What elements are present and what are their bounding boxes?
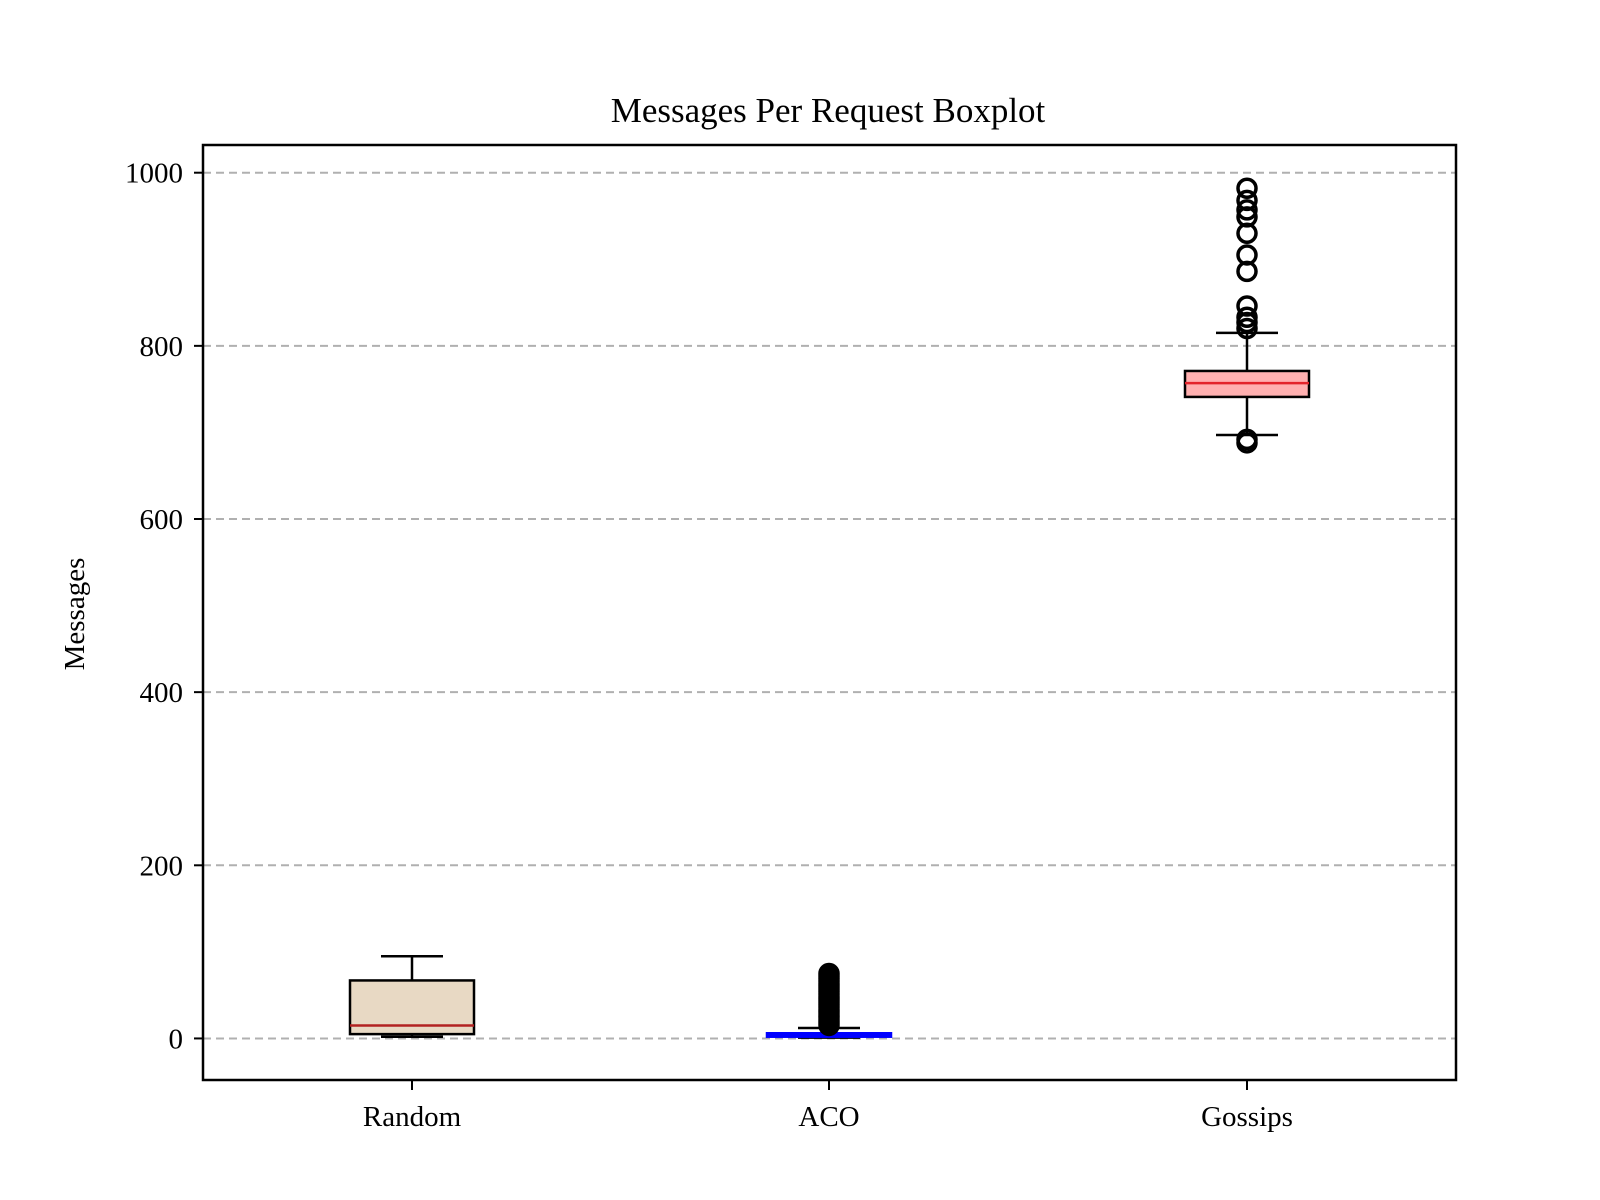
y-axis-ticks: 0 200 400 600 800 1000 bbox=[125, 158, 203, 1055]
box-series bbox=[348, 177, 1311, 1039]
y-tick-label: 400 bbox=[140, 677, 184, 709]
outlier-point bbox=[1236, 199, 1258, 221]
box-group-aco bbox=[765, 962, 893, 1039]
y-tick-label: 800 bbox=[140, 331, 184, 363]
grid-lines bbox=[203, 171, 1456, 1040]
y-tick-label: 600 bbox=[140, 504, 184, 536]
outlier-point bbox=[1236, 244, 1258, 266]
x-tick-label: Random bbox=[363, 1101, 462, 1133]
y-tick-label: 1000 bbox=[125, 158, 183, 190]
x-axis-ticks: Random ACO Gossips bbox=[363, 1080, 1293, 1133]
box-group-random bbox=[348, 954, 476, 1038]
chart-title: Messages Per Request Boxplot bbox=[611, 91, 1046, 130]
outlier-point bbox=[1236, 317, 1258, 340]
plot-frame bbox=[201, 143, 1458, 1082]
y-tick-label: 200 bbox=[140, 850, 184, 882]
x-tick-label: ACO bbox=[798, 1101, 859, 1133]
y-tick-label: 0 bbox=[169, 1023, 184, 1055]
y-axis-label: Messages bbox=[59, 558, 91, 671]
outlier-point bbox=[1236, 428, 1258, 451]
outlier-point bbox=[1236, 189, 1258, 212]
outlier-point bbox=[818, 962, 840, 985]
box-group-gossips bbox=[1183, 177, 1311, 454]
outlier-point bbox=[1236, 295, 1258, 317]
outlier-point bbox=[1236, 177, 1258, 200]
outlier-point bbox=[1236, 306, 1258, 329]
x-tick-label: Gossips bbox=[1201, 1101, 1293, 1133]
